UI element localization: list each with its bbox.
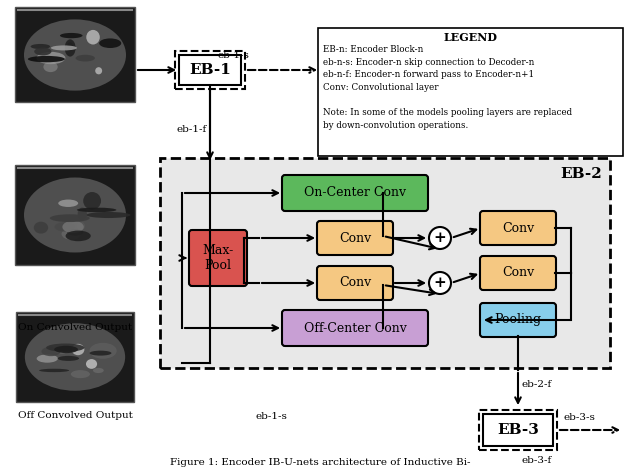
Text: eb-1-f: eb-1-f [177, 125, 207, 134]
Ellipse shape [58, 200, 78, 207]
Text: On Convolved Output: On Convolved Output [18, 324, 132, 333]
Text: eb-n-f: Encoder-n forward pass to Encoder-n+1: eb-n-f: Encoder-n forward pass to Encode… [323, 70, 534, 79]
Ellipse shape [77, 208, 116, 212]
Ellipse shape [65, 39, 76, 57]
Ellipse shape [99, 38, 121, 48]
Bar [160, 158, 610, 368]
Ellipse shape [90, 343, 116, 359]
Text: EB-2: EB-2 [560, 167, 602, 181]
Text: eb-1-s: eb-1-s [218, 52, 250, 61]
Text: EB-3: EB-3 [497, 423, 539, 437]
Text: Off-Center Conv: Off-Center Conv [303, 322, 406, 334]
Ellipse shape [86, 359, 97, 369]
Text: LEGEND: LEGEND [444, 33, 497, 44]
Text: Conv: Conv [502, 266, 534, 280]
FancyBboxPatch shape [480, 303, 556, 337]
Ellipse shape [31, 44, 50, 49]
Text: Note: In some of the models pooling layers are replaced: Note: In some of the models pooling laye… [323, 108, 572, 117]
Circle shape [429, 272, 451, 294]
Ellipse shape [51, 45, 77, 51]
Ellipse shape [50, 214, 90, 222]
Text: Conv: Conv [502, 221, 534, 235]
Ellipse shape [54, 347, 70, 353]
Ellipse shape [77, 208, 87, 220]
Ellipse shape [67, 42, 73, 51]
Ellipse shape [46, 343, 84, 352]
Bar [179, 55, 241, 85]
Ellipse shape [71, 370, 90, 378]
Bar [483, 414, 553, 446]
Text: eb-3-s: eb-3-s [563, 412, 595, 421]
Ellipse shape [65, 230, 91, 241]
Text: eb-1-s: eb-1-s [256, 412, 288, 420]
Ellipse shape [86, 212, 131, 218]
Ellipse shape [83, 192, 101, 210]
Ellipse shape [34, 222, 48, 234]
Bar [16, 312, 134, 402]
Ellipse shape [58, 356, 79, 361]
Ellipse shape [54, 346, 78, 353]
FancyBboxPatch shape [480, 211, 556, 245]
Text: Off Convolved Output: Off Convolved Output [17, 411, 132, 420]
Bar [318, 28, 623, 156]
FancyBboxPatch shape [480, 256, 556, 290]
Ellipse shape [25, 323, 125, 391]
Circle shape [429, 227, 451, 249]
Ellipse shape [77, 222, 85, 230]
Text: eb-3-f: eb-3-f [522, 455, 552, 464]
Text: Conv: Convolutional layer: Conv: Convolutional layer [323, 83, 438, 92]
Bar [15, 8, 135, 103]
Text: Conv: Conv [339, 231, 371, 245]
Ellipse shape [39, 369, 69, 372]
Text: EB-1: EB-1 [189, 63, 231, 77]
Text: Figure 1: Encoder IB-U-nets architecture of Inductive Bi-: Figure 1: Encoder IB-U-nets architecture… [170, 457, 470, 466]
Ellipse shape [24, 177, 126, 253]
Text: eb-n-s: Encoder-n skip connection to Decoder-n: eb-n-s: Encoder-n skip connection to Dec… [323, 58, 534, 67]
Ellipse shape [60, 33, 83, 38]
Text: +: + [434, 276, 446, 290]
FancyBboxPatch shape [282, 310, 428, 346]
Bar [175, 51, 245, 89]
Ellipse shape [95, 67, 102, 74]
Bar [15, 165, 135, 265]
Ellipse shape [34, 47, 51, 55]
Ellipse shape [86, 30, 100, 44]
Ellipse shape [90, 350, 111, 356]
Text: Conv: Conv [339, 277, 371, 289]
Ellipse shape [61, 228, 81, 240]
Ellipse shape [36, 52, 65, 64]
Ellipse shape [28, 56, 65, 62]
FancyBboxPatch shape [282, 175, 428, 211]
Text: +: + [434, 231, 446, 245]
Text: by down-convolution operations.: by down-convolution operations. [323, 121, 468, 130]
Ellipse shape [54, 222, 76, 232]
Ellipse shape [93, 368, 104, 373]
Text: Max-
Pool: Max- Pool [202, 244, 234, 272]
Ellipse shape [36, 354, 58, 363]
FancyBboxPatch shape [189, 230, 247, 286]
Bar [479, 410, 557, 450]
Text: EB-n: Encoder Block-n: EB-n: Encoder Block-n [323, 45, 424, 54]
Ellipse shape [42, 347, 60, 356]
Ellipse shape [76, 55, 95, 61]
FancyBboxPatch shape [317, 266, 393, 300]
Ellipse shape [67, 229, 83, 236]
Ellipse shape [72, 344, 84, 355]
Ellipse shape [44, 61, 58, 72]
Text: On-Center Conv: On-Center Conv [304, 186, 406, 200]
FancyBboxPatch shape [317, 221, 393, 255]
Text: Pooling: Pooling [495, 314, 541, 326]
Ellipse shape [62, 221, 84, 233]
Text: eb-2-f: eb-2-f [522, 379, 552, 388]
Ellipse shape [24, 19, 126, 91]
